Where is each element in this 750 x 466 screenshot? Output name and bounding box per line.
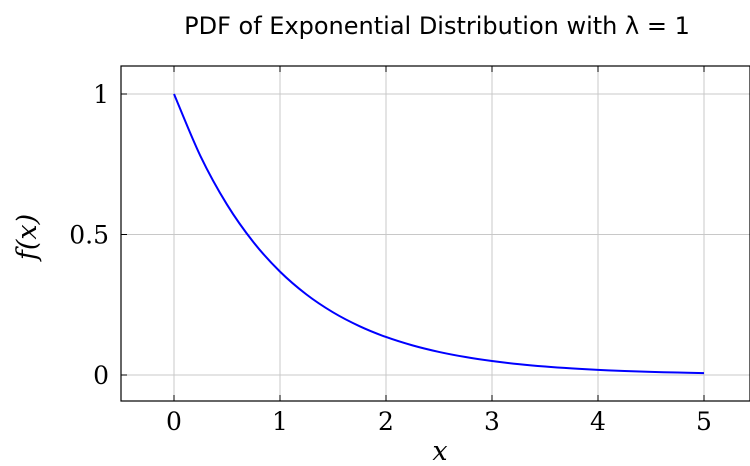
y-axis-label: f(x) — [12, 214, 43, 262]
x-tick-label: 1 — [272, 407, 288, 436]
y-tick-label: 0.5 — [69, 221, 109, 250]
y-tick-label: 0 — [93, 361, 109, 390]
grid — [121, 66, 750, 401]
x-tick-label: 0 — [166, 407, 182, 436]
plot-frame — [120, 65, 750, 402]
x-tick-label: 5 — [696, 407, 712, 436]
x-tick-label: 2 — [378, 407, 394, 436]
axis-ticks: 0 1 2 3 4 5 0 0.5 1 — [69, 66, 712, 436]
x-tick-label: 3 — [484, 407, 500, 436]
x-tick-label: 4 — [590, 407, 606, 436]
y-tick-label: 1 — [93, 80, 109, 109]
chart-title: PDF of Exponential Distribution with λ =… — [184, 12, 690, 40]
series-line — [173, 93, 705, 375]
x-axis-label: x — [432, 436, 447, 466]
